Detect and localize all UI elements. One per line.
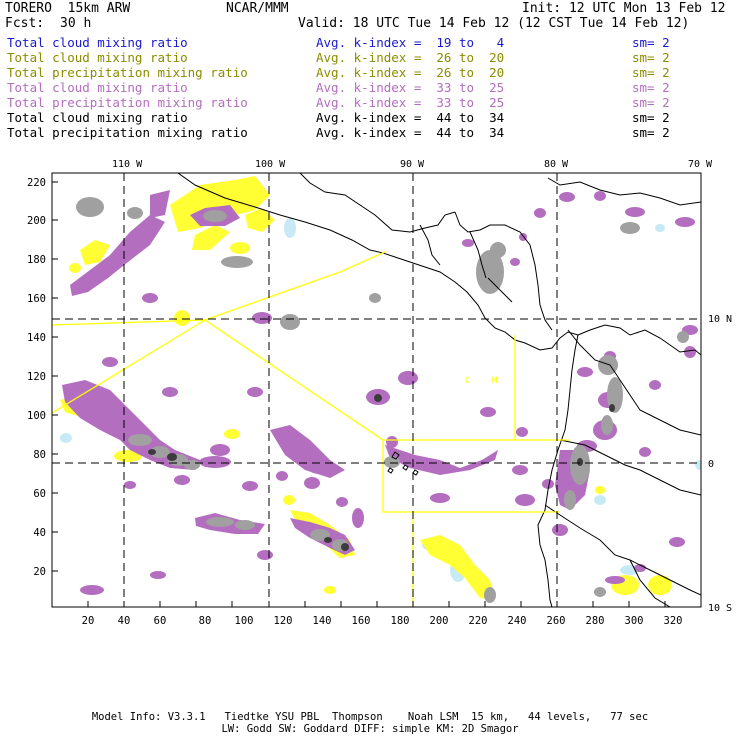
- x-label: 280: [586, 615, 605, 625]
- x-label: 100: [235, 615, 254, 625]
- forecast-map: 110 W 100 W 90 W 80 W 70 W: [27, 159, 732, 625]
- x-label: 20: [82, 615, 95, 625]
- forecast-label: Fcst:: [5, 16, 45, 31]
- domain-outline: C M: [52, 251, 570, 607]
- legend-index: Avg. k-index = 33 to 25: [316, 80, 505, 95]
- svg-text:M: M: [492, 376, 498, 386]
- model-title: TORERO 15km ARW: [5, 1, 131, 16]
- x-label: 260: [547, 615, 566, 625]
- x-label: 220: [469, 615, 488, 625]
- y-label: 60: [33, 488, 46, 500]
- x-label: 320: [664, 615, 683, 625]
- legend-field: Total precipitation mixing ratio: [7, 125, 248, 140]
- x-label: 140: [313, 615, 332, 625]
- legend-field: Total cloud mixing ratio: [7, 35, 188, 50]
- lat-label: 10 N: [708, 314, 732, 325]
- valid-time: Valid: 18 UTC Tue 14 Feb 12 (12 CST Tue …: [298, 16, 690, 31]
- field-layer: C M: [52, 173, 701, 607]
- legend-row: Total precipitation mixing ratio Avg. k-…: [7, 65, 732, 80]
- lon-label: 80 W: [544, 159, 569, 170]
- lat-label: 10 S: [708, 603, 732, 614]
- svg-text:C: C: [465, 376, 470, 386]
- legend-field: Total precipitation mixing ratio: [7, 95, 248, 110]
- physics-info: LW: Godd SW: Goddard DIFF: simple KM: 2D…: [221, 723, 519, 735]
- legend-sm: sm= 2: [632, 110, 670, 125]
- lat-label: 0: [708, 459, 714, 470]
- y-label: 120: [27, 371, 46, 383]
- legend-index: Avg. k-index = 44 to 34: [316, 110, 505, 125]
- lat-labels: 10 N 0 10 S: [708, 314, 732, 614]
- violet-patches: [62, 190, 698, 595]
- y-label: 220: [27, 177, 46, 189]
- graticule: [52, 173, 701, 607]
- y-label: 180: [27, 254, 46, 266]
- legend-field: Total cloud mixing ratio: [7, 80, 188, 95]
- x-label: 300: [625, 615, 644, 625]
- legend-row: Total cloud mixing ratio Avg. k-index = …: [7, 110, 732, 125]
- init-time: Init: 12 UTC Mon 13 Feb 12: [522, 1, 726, 16]
- x-label: 240: [508, 615, 527, 625]
- legend-index: Avg. k-index = 33 to 25: [316, 95, 505, 110]
- forecast-hours: 30 h: [60, 16, 92, 31]
- y-label: 140: [27, 332, 46, 344]
- legend-index: Avg. k-index = 19 to 4: [316, 35, 505, 50]
- legend-row: Total precipitation mixing ratio Avg. k-…: [7, 125, 732, 140]
- legend-row: Total cloud mixing ratio Avg. k-index = …: [7, 35, 732, 50]
- coastlines: [177, 173, 701, 607]
- legend-field: Total cloud mixing ratio: [7, 110, 188, 125]
- legend-index: Avg. k-index = 26 to 20: [316, 65, 505, 80]
- y-label: 200: [27, 215, 46, 227]
- y-label: 40: [33, 527, 46, 539]
- y-label: 20: [33, 566, 46, 578]
- center-name: NCAR/MMM: [226, 1, 289, 16]
- x-axis-labels: 20 40 60 80 100 120 140 160 180 200 220 …: [82, 615, 683, 625]
- x-label: 80: [199, 615, 212, 625]
- legend-field: Total cloud mixing ratio: [7, 50, 188, 65]
- x-label: 40: [118, 615, 131, 625]
- x-ticks: [87, 601, 666, 607]
- x-label: 60: [154, 615, 167, 625]
- legend-sm: sm= 2: [632, 80, 670, 95]
- lon-label: 70 W: [688, 159, 713, 170]
- legend-row: Total cloud mixing ratio Avg. k-index = …: [7, 80, 732, 95]
- legend-index: Avg. k-index = 44 to 34: [316, 125, 505, 140]
- y-label: 100: [27, 410, 46, 422]
- y-label: 160: [27, 293, 46, 305]
- dark-patches: [148, 394, 615, 551]
- y-axis-labels: 220 200 180 160 140 120 100 80 60 40 20: [27, 177, 46, 578]
- model-info: Model Info: V3.3.1 Tiedtke YSU PBL Thomp…: [91, 711, 649, 723]
- x-label: 160: [352, 615, 371, 625]
- legend-sm: sm= 2: [632, 65, 670, 80]
- legend-index: Avg. k-index = 26 to 20: [316, 50, 505, 65]
- x-label: 180: [391, 615, 410, 625]
- legend-sm: sm= 2: [632, 50, 670, 65]
- legend-row: Total cloud mixing ratio Avg. k-index = …: [7, 50, 732, 65]
- legend-sm: sm= 2: [632, 125, 670, 140]
- lon-label: 100 W: [255, 159, 286, 170]
- legend-field: Total precipitation mixing ratio: [7, 65, 248, 80]
- lon-label: 90 W: [400, 159, 425, 170]
- gray-patches: [76, 197, 689, 603]
- x-label: 120: [274, 615, 293, 625]
- legend-sm: sm= 2: [632, 35, 670, 50]
- y-ticks: [52, 181, 58, 572]
- legend-sm: sm= 2: [632, 95, 670, 110]
- lon-label: 110 W: [112, 159, 143, 170]
- legend-row: Total precipitation mixing ratio Avg. k-…: [7, 95, 732, 110]
- x-label: 200: [430, 615, 449, 625]
- y-label: 80: [33, 449, 46, 461]
